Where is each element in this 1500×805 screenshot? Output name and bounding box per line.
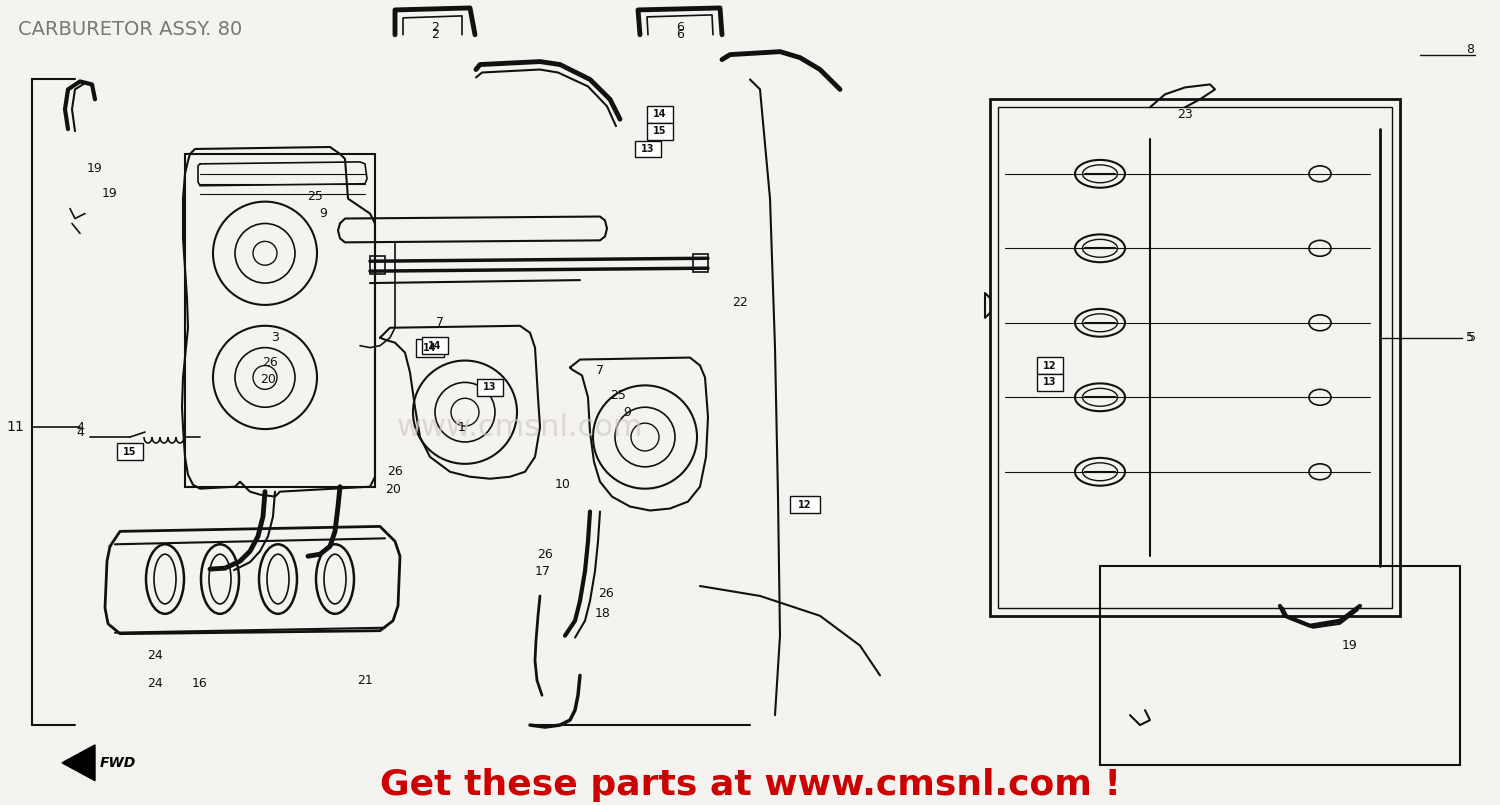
- Text: FWD: FWD: [100, 756, 136, 770]
- Bar: [1036, 357, 1064, 374]
- Text: 6: 6: [676, 21, 684, 35]
- Bar: [998, 107, 1392, 608]
- Text: 18: 18: [596, 607, 610, 621]
- Bar: [634, 141, 662, 158]
- Text: 5: 5: [1466, 331, 1474, 345]
- Text: 15: 15: [654, 126, 666, 136]
- Text: 13: 13: [1044, 378, 1056, 387]
- Text: 21: 21: [357, 674, 374, 687]
- Text: 11: 11: [6, 420, 24, 434]
- Text: 9: 9: [320, 207, 327, 220]
- Text: 8: 8: [1466, 43, 1474, 56]
- Text: 24: 24: [147, 649, 164, 662]
- Text: 13: 13: [642, 144, 654, 154]
- Text: 14: 14: [423, 343, 436, 353]
- Text: 2: 2: [430, 21, 439, 35]
- Bar: [370, 256, 386, 275]
- Text: 10: 10: [555, 478, 572, 491]
- Text: 12: 12: [1044, 361, 1056, 370]
- Text: 16: 16: [192, 677, 208, 690]
- Text: 24: 24: [147, 677, 164, 690]
- Bar: [646, 105, 674, 122]
- Text: 20: 20: [260, 373, 276, 386]
- Bar: [184, 154, 375, 487]
- Text: 9: 9: [622, 406, 632, 419]
- Text: 19: 19: [1342, 639, 1358, 652]
- Text: 17: 17: [536, 564, 550, 578]
- Polygon shape: [62, 745, 94, 781]
- Text: www.cmsnl.com: www.cmsnl.com: [396, 413, 644, 442]
- Text: 22: 22: [732, 296, 748, 309]
- Text: 4: 4: [76, 426, 84, 439]
- Text: CARBURETOR ASSY. 80: CARBURETOR ASSY. 80: [18, 20, 243, 39]
- Text: 7: 7: [596, 364, 604, 377]
- Text: Get these parts at www.cmsnl.com !: Get these parts at www.cmsnl.com !: [380, 768, 1120, 802]
- Text: 19: 19: [102, 188, 118, 200]
- Text: 14: 14: [654, 109, 666, 119]
- Text: 23: 23: [1178, 108, 1192, 121]
- Text: 20: 20: [386, 483, 400, 496]
- Bar: [646, 122, 674, 139]
- Bar: [422, 337, 448, 354]
- Bar: [477, 379, 502, 396]
- Text: 2: 2: [430, 28, 439, 41]
- Text: 25: 25: [610, 389, 626, 402]
- Bar: [1100, 566, 1460, 765]
- Text: 25: 25: [308, 190, 322, 203]
- Bar: [416, 339, 444, 357]
- Text: 5: 5: [1468, 331, 1476, 345]
- Text: 1: 1: [458, 420, 466, 434]
- Bar: [790, 496, 820, 514]
- Text: 15: 15: [123, 447, 136, 457]
- Bar: [990, 99, 1400, 616]
- Text: 19: 19: [87, 163, 104, 175]
- Text: 4: 4: [76, 420, 84, 434]
- Text: 13: 13: [483, 382, 496, 392]
- Text: 26: 26: [387, 465, 404, 478]
- Bar: [1036, 374, 1064, 391]
- Text: 12: 12: [798, 500, 812, 510]
- Text: 3: 3: [272, 331, 279, 345]
- Bar: [693, 254, 708, 272]
- Text: 6: 6: [676, 28, 684, 41]
- Text: 7: 7: [436, 316, 444, 329]
- Bar: [117, 444, 142, 460]
- Text: 14: 14: [429, 341, 441, 351]
- Text: 26: 26: [598, 588, 613, 601]
- Text: 26: 26: [262, 356, 278, 369]
- Text: 26: 26: [537, 547, 554, 561]
